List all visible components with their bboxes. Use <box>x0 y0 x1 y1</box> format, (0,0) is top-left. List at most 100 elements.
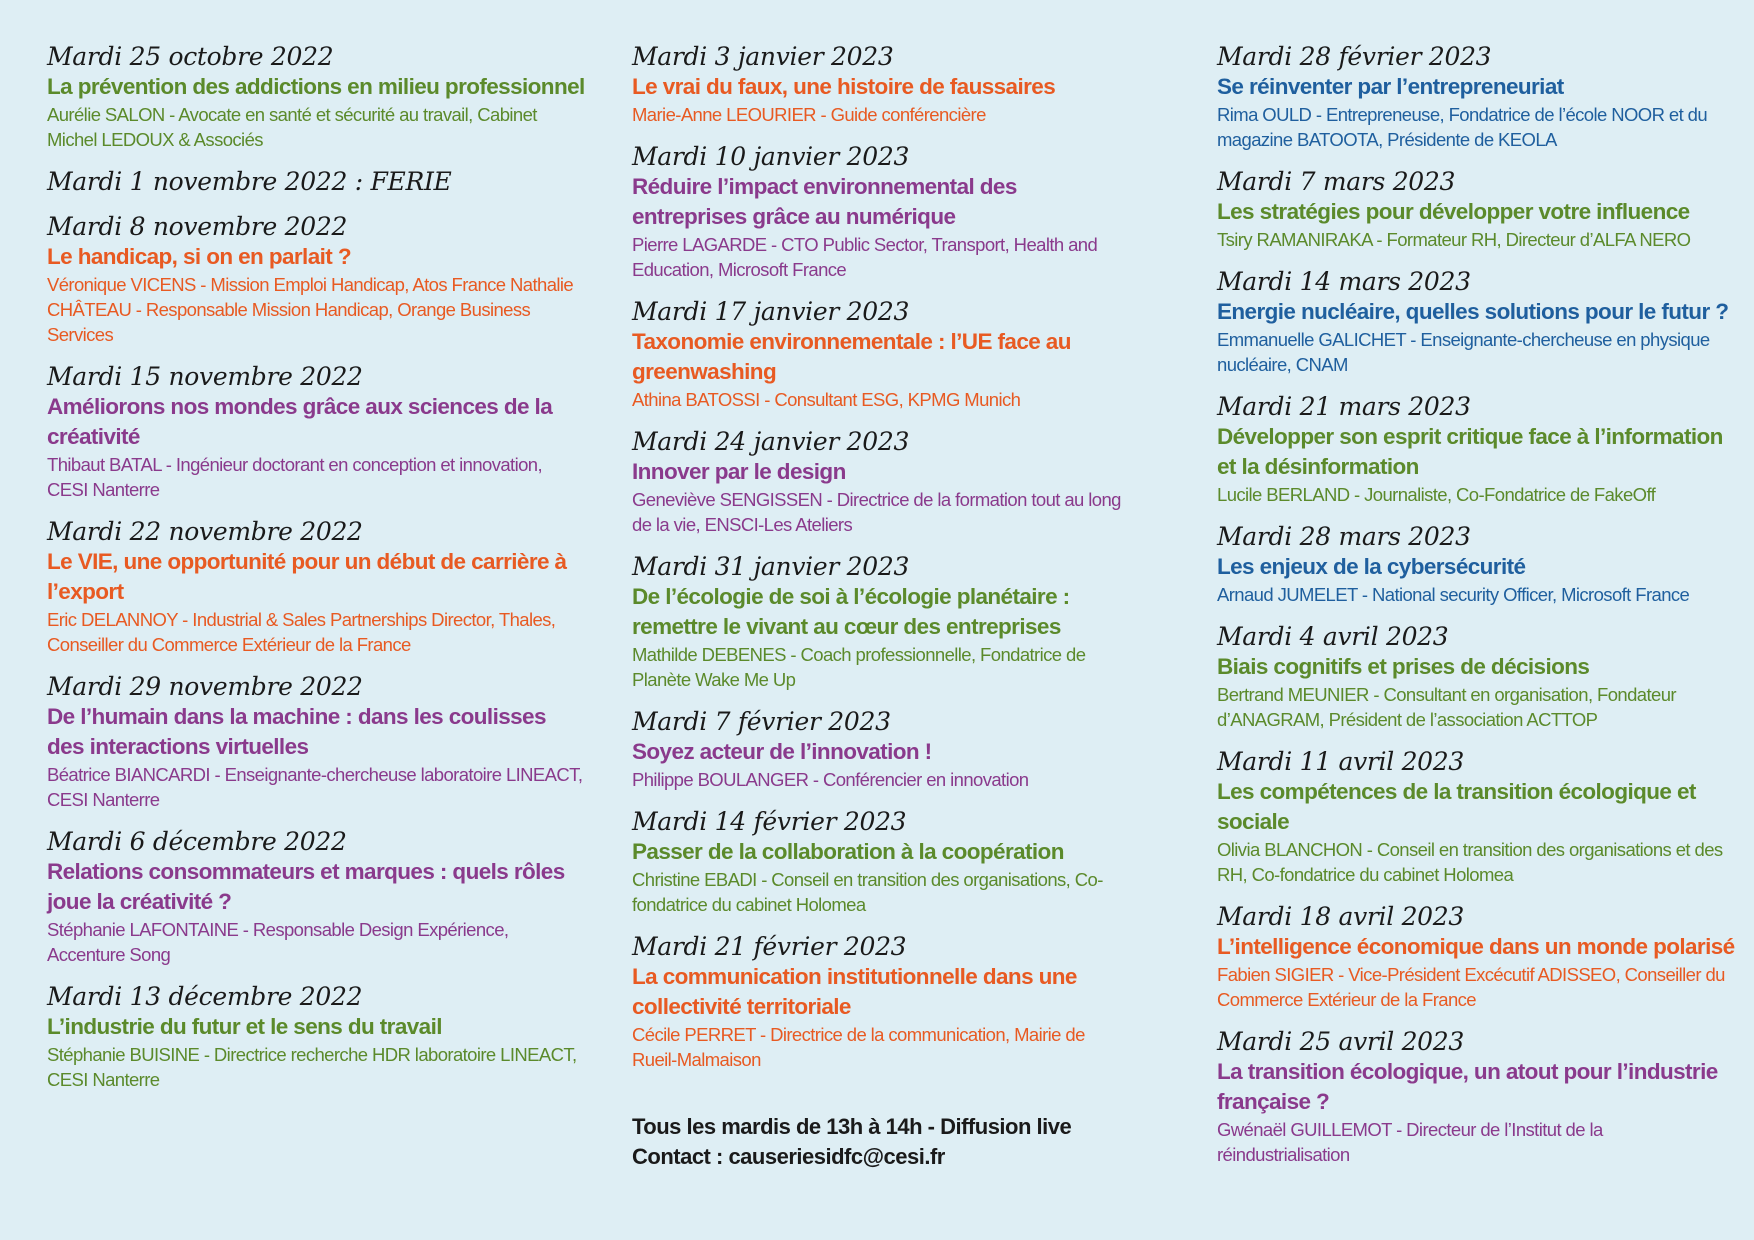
event-title: Soyez acteur de l’innovation ! <box>632 739 932 764</box>
event-title: Innover par le design <box>632 459 846 484</box>
event-speaker: Béatrice BIANCARDI - Enseignante-cherche… <box>47 764 583 810</box>
schedule-text: Tous les mardis de 13h à 14h - Diffusion… <box>632 1114 1072 1139</box>
event-title: Biais cognitifs et prises de décisions <box>1217 654 1590 679</box>
event-speaker: Geneviève SENGISSEN - Directrice de la f… <box>632 489 1121 535</box>
event-date: Mardi 29 novembre 2022 <box>47 672 363 701</box>
event-speaker: Bertrand MEUNIER - Consultant en organis… <box>1217 684 1677 730</box>
event-date: Mardi 28 février 2023 <box>1217 42 1492 71</box>
program-column-1: Mardi 25 octobre 2022 La prévention des … <box>47 42 587 1107</box>
event-date: Mardi 1 novembre 2022 : FERIE <box>47 167 452 196</box>
event-date: Mardi 22 novembre 2022 <box>47 517 363 546</box>
event-item: Mardi 14 février 2023 Passer de la colla… <box>632 807 1132 917</box>
event-item: Mardi 31 janvier 2023 De l’écologie de s… <box>632 552 1132 692</box>
event-date: Mardi 24 janvier 2023 <box>632 427 910 456</box>
event-speaker: Stéphanie LAFONTAINE - Responsable Desig… <box>47 919 509 965</box>
event-date: Mardi 18 avril 2023 <box>1217 902 1464 931</box>
event-date: Mardi 15 novembre 2022 <box>47 362 363 391</box>
event-title: L’intelligence économique dans un monde … <box>1217 934 1735 959</box>
event-item: Mardi 7 février 2023 Soyez acteur de l’i… <box>632 707 1132 792</box>
event-speaker: Véronique VICENS - Mission Emploi Handic… <box>47 274 574 345</box>
contact-text: Contact : causeriesidfc@cesi.fr <box>632 1144 945 1169</box>
program-column-2: Mardi 3 janvier 2023 Le vrai du faux, un… <box>632 42 1132 1172</box>
event-item: Mardi 21 mars 2023 Développer son esprit… <box>1217 392 1737 507</box>
event-date: Mardi 31 janvier 2023 <box>632 552 910 581</box>
event-item: Mardi 7 mars 2023 Les stratégies pour dé… <box>1217 167 1737 252</box>
event-title: Passer de la collaboration à la coopérat… <box>632 839 1064 864</box>
event-title: Se réinventer par l’entrepreneuriat <box>1217 74 1564 99</box>
event-date: Mardi 13 décembre 2022 <box>47 982 363 1011</box>
event-item: Mardi 10 janvier 2023 Réduire l’impact e… <box>632 142 1132 282</box>
event-speaker: Thibaut BATAL - Ingénieur doctorant en c… <box>47 454 543 500</box>
event-speaker: Gwénaël GUILLEMOT - Directeur de l’Insti… <box>1217 1119 1603 1165</box>
event-speaker: Olivia BLANCHON - Conseil en transition … <box>1217 839 1723 885</box>
event-date: Mardi 25 avril 2023 <box>1217 1027 1464 1056</box>
event-item: Mardi 13 décembre 2022 L’industrie du fu… <box>47 982 587 1092</box>
event-title: Développer son esprit critique face à l’… <box>1217 424 1723 479</box>
event-item: Mardi 29 novembre 2022 De l’humain dans … <box>47 672 587 812</box>
event-item: Mardi 28 mars 2023 Les enjeux de la cybe… <box>1217 522 1737 607</box>
info-block: Tous les mardis de 13h à 14h - Diffusion… <box>632 1112 1132 1172</box>
event-date: Mardi 28 mars 2023 <box>1217 522 1471 551</box>
event-date: Mardi 14 février 2023 <box>632 807 907 836</box>
event-date: Mardi 17 janvier 2023 <box>632 297 910 326</box>
event-item: Mardi 15 novembre 2022 Améliorons nos mo… <box>47 362 587 502</box>
event-speaker: Arnaud JUMELET - National security Offic… <box>1217 584 1690 605</box>
event-speaker: Stéphanie BUISINE - Directrice recherche… <box>47 1044 577 1090</box>
event-title: Energie nucléaire, quelles solutions pou… <box>1217 299 1729 324</box>
event-item: Mardi 18 avril 2023 L’intelligence écono… <box>1217 902 1737 1012</box>
event-item: Mardi 21 février 2023 La communication i… <box>632 932 1132 1072</box>
event-speaker: Rima OULD - Entrepreneuse, Fondatrice de… <box>1217 104 1708 150</box>
event-speaker: Mathilde DEBENES - Coach professionnelle… <box>632 644 1086 690</box>
event-speaker: Fabien SIGIER - Vice-Président Excécutif… <box>1217 964 1725 1010</box>
event-speaker: Cécile PERRET - Directrice de la communi… <box>632 1024 1085 1070</box>
event-speaker: Pierre LAGARDE - CTO Public Sector, Tran… <box>632 234 1098 280</box>
event-item: Mardi 28 février 2023 Se réinventer par … <box>1217 42 1737 152</box>
event-title: Relations consommateurs et marques : que… <box>47 859 565 914</box>
event-item: Mardi 3 janvier 2023 Le vrai du faux, un… <box>632 42 1132 127</box>
event-title: Le VIE, une opportunité pour un début de… <box>47 549 567 604</box>
event-title: Réduire l’impact environnemental des ent… <box>632 174 1017 229</box>
event-title: La prévention des addictions en milieu p… <box>47 74 585 99</box>
event-date: Mardi 25 octobre 2022 <box>47 42 334 71</box>
event-title: La communication institutionnelle dans u… <box>632 964 1077 1019</box>
event-title: Taxonomie environnementale : l’UE face a… <box>632 329 1071 384</box>
event-date: Mardi 21 février 2023 <box>632 932 907 961</box>
event-speaker: Marie-Anne LEOURIER - Guide conférencièr… <box>632 104 986 125</box>
event-title: De l’humain dans la machine : dans les c… <box>47 704 546 759</box>
event-item: Mardi 4 avril 2023 Biais cognitifs et pr… <box>1217 622 1737 732</box>
event-speaker: Philippe BOULANGER - Conférencier en inn… <box>632 769 1029 790</box>
event-speaker: Eric DELANNOY - Industrial & Sales Partn… <box>47 609 556 655</box>
event-item: Mardi 6 décembre 2022 Relations consomma… <box>47 827 587 967</box>
event-date: Mardi 14 mars 2023 <box>1217 267 1471 296</box>
event-item: Mardi 22 novembre 2022 Le VIE, une oppor… <box>47 517 587 657</box>
event-date: Mardi 11 avril 2023 <box>1217 747 1464 776</box>
event-item: Mardi 8 novembre 2022 Le handicap, si on… <box>47 212 587 347</box>
event-date: Mardi 10 janvier 2023 <box>632 142 910 171</box>
event-date: Mardi 7 mars 2023 <box>1217 167 1456 196</box>
event-title: La transition écologique, un atout pour … <box>1217 1059 1718 1114</box>
event-date: Mardi 21 mars 2023 <box>1217 392 1471 421</box>
program-column-3: Mardi 28 février 2023 Se réinventer par … <box>1217 42 1737 1182</box>
event-item: Mardi 24 janvier 2023 Innover par le des… <box>632 427 1132 537</box>
event-title: Le vrai du faux, une histoire de faussai… <box>632 74 1056 99</box>
event-item: Mardi 11 avril 2023 Les compétences de l… <box>1217 747 1737 887</box>
event-item: Mardi 14 mars 2023 Energie nucléaire, qu… <box>1217 267 1737 377</box>
event-title: Les enjeux de la cybersécurité <box>1217 554 1526 579</box>
event-date: Mardi 3 janvier 2023 <box>632 42 894 71</box>
event-title: Les stratégies pour développer votre inf… <box>1217 199 1690 224</box>
event-title: Le handicap, si on en parlait ? <box>47 244 352 269</box>
event-item: Mardi 25 avril 2023 La transition écolog… <box>1217 1027 1737 1167</box>
event-date: Mardi 7 février 2023 <box>632 707 891 736</box>
event-item: Mardi 17 janvier 2023 Taxonomie environn… <box>632 297 1132 412</box>
event-speaker: Christine EBADI - Conseil en transition … <box>632 869 1103 915</box>
event-speaker: Athina BATOSSI - Consultant ESG, KPMG Mu… <box>632 389 1021 410</box>
event-title: Les compétences de la transition écologi… <box>1217 779 1696 834</box>
event-item: Mardi 1 novembre 2022 : FERIE <box>47 167 587 197</box>
event-date: Mardi 8 novembre 2022 <box>47 212 348 241</box>
event-speaker: Emmanuelle GALICHET - Enseignante-cherch… <box>1217 329 1710 375</box>
event-speaker: Aurélie SALON - Avocate en santé et sécu… <box>47 104 537 150</box>
event-date: Mardi 6 décembre 2022 <box>47 827 347 856</box>
event-title: L’industrie du futur et le sens du trava… <box>47 1014 442 1039</box>
event-item: Mardi 25 octobre 2022 La prévention des … <box>47 42 587 152</box>
